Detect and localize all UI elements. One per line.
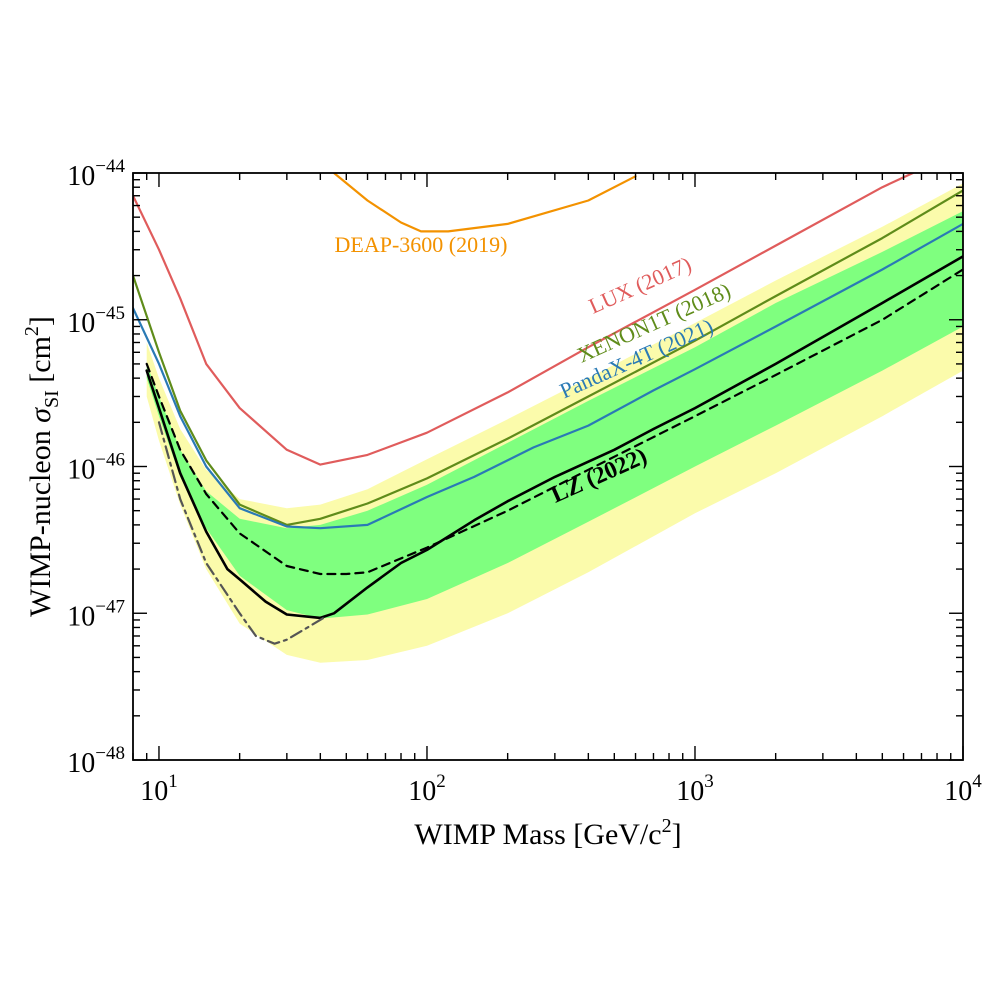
axis-ticks [132, 172, 964, 761]
series-dash-dot-curve [157, 421, 328, 645]
y-tick-label: 10−45 [67, 303, 125, 339]
y-tick-label: 10−46 [67, 450, 125, 486]
series-median-sensitivity [145, 268, 963, 576]
series-xenon1t-2018 [133, 189, 963, 526]
x-tick-label: 103 [676, 771, 714, 807]
limit-curves [133, 173, 963, 645]
series-deap-3600-2019 [332, 173, 637, 233]
series-lz-2022 [145, 255, 963, 620]
x-tick-label: 102 [408, 771, 446, 807]
y-tick-label: 10−47 [67, 596, 125, 632]
y-tick-label: 10−44 [67, 156, 125, 192]
series-lux-2017 [133, 173, 914, 466]
band-1sigma [146, 211, 963, 619]
sensitivity-bands [146, 183, 963, 663]
label-deap-3600-2019: DEAP-3600 (2019) [335, 232, 508, 257]
y-tick-label: 10−48 [67, 743, 125, 779]
y-axis-label: WIMP-nucleon σSI [cm2] [21, 316, 63, 617]
x-tick-label: 104 [944, 771, 982, 807]
x-tick-label: 101 [140, 771, 178, 807]
x-axis-label: WIMP Mass [GeV/c2] [414, 815, 681, 851]
tick-labels: 101 102 103 104 10−44 10−45 10−46 10−47 10−48 [67, 156, 982, 807]
series-pandax-4t-2021 [133, 222, 963, 530]
